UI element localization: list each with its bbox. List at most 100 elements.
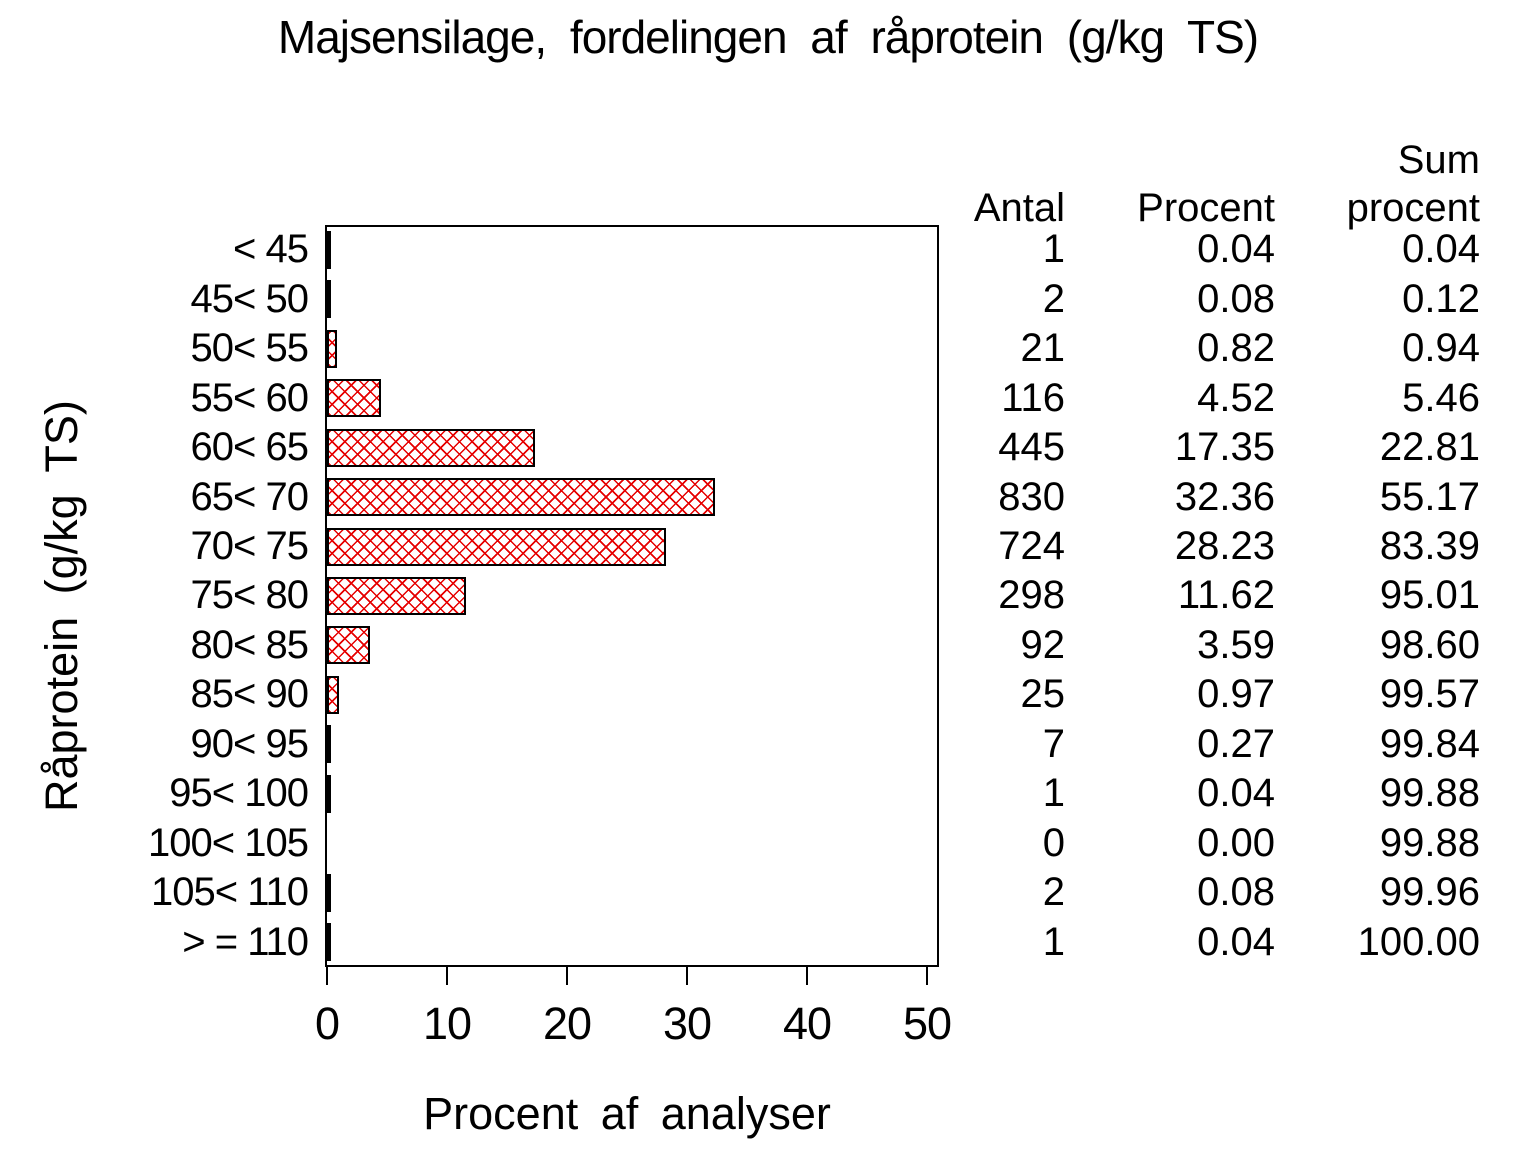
- category-label: 45< 50: [190, 276, 309, 321]
- x-tick-label: 50: [902, 998, 952, 1049]
- table-row: 25 0.97 99.57: [950, 670, 1481, 719]
- procent-value: 28.23: [1174, 524, 1275, 569]
- header-antal: Antal: [973, 186, 1065, 230]
- sum-procent-value: 55.17: [1379, 474, 1480, 519]
- bar: [327, 527, 666, 566]
- antal-value: 298: [998, 573, 1065, 618]
- sum-procent-value: 0.04: [1402, 227, 1480, 272]
- category-label: > = 110: [182, 919, 309, 964]
- procent-value: 4.52: [1197, 375, 1275, 420]
- bar: [327, 428, 536, 467]
- table-row: 445 17.35 22.81: [950, 423, 1480, 472]
- bar: [327, 626, 371, 665]
- sum-procent-value: 100.00: [1357, 919, 1480, 964]
- bar: [327, 774, 331, 813]
- antal-value: 830: [998, 474, 1065, 519]
- table-row: 2 0.08 0.12: [950, 274, 1480, 323]
- table-row: 92 3.59 98.60: [950, 621, 1481, 670]
- table-row: 2 0.08 99.96: [950, 868, 1480, 917]
- sum-procent-value: 95.01: [1379, 573, 1480, 618]
- procent-value: 3.59: [1197, 622, 1275, 667]
- antal-value: 92: [1020, 622, 1066, 667]
- category-label: 100< 105: [148, 820, 309, 865]
- x-tick-mark: [686, 967, 688, 985]
- x-tick-mark: [326, 967, 328, 985]
- sum-procent-value: 98.60: [1379, 622, 1480, 667]
- procent-value: 17.35: [1174, 425, 1275, 470]
- x-tick-label: 0: [314, 998, 340, 1049]
- antal-value: 21: [1020, 326, 1066, 371]
- category-label: 55< 60: [190, 375, 309, 420]
- bar: [327, 280, 331, 319]
- antal-value: 2: [1042, 276, 1065, 321]
- header-sum-top: Sum: [1397, 138, 1480, 182]
- category-label: 105< 110: [151, 870, 309, 915]
- antal-value: 1: [1042, 227, 1065, 272]
- table-row: 21 0.82 0.94: [950, 324, 1481, 373]
- header-sum-bottom: procent: [1346, 186, 1480, 230]
- antal-value: 0: [1042, 820, 1065, 865]
- antal-value: 1: [1042, 919, 1065, 964]
- x-tick-mark: [926, 967, 928, 985]
- procent-value: 0.04: [1197, 919, 1275, 964]
- bar: [327, 725, 331, 764]
- x-tick-label: 40: [782, 998, 832, 1049]
- x-tick-label: 10: [422, 998, 472, 1049]
- bar: [327, 577, 467, 615]
- antal-value: 7: [1042, 721, 1065, 766]
- category-label: 95< 100: [169, 771, 309, 816]
- category-label: 70< 75: [190, 524, 309, 569]
- procent-value: 0.08: [1197, 870, 1275, 915]
- sum-procent-value: 99.88: [1379, 820, 1480, 865]
- procent-value: 0.27: [1197, 721, 1275, 766]
- category-label: 85< 90: [190, 672, 309, 717]
- header-procent: Procent: [1137, 186, 1275, 230]
- procent-value: 0.04: [1197, 227, 1275, 272]
- procent-value: 0.04: [1197, 771, 1275, 816]
- x-tick-mark: [446, 967, 448, 985]
- table-header-sum-line1: Sum: [1275, 137, 1480, 183]
- antal-value: 2: [1042, 870, 1065, 915]
- antal-value: 445: [998, 425, 1065, 470]
- sum-procent-value: 99.84: [1379, 721, 1480, 766]
- bar: [327, 873, 331, 912]
- table-row: 1 0.04 0.04: [950, 225, 1480, 274]
- procent-value: 0.82: [1197, 326, 1275, 371]
- sum-procent-value: 99.57: [1379, 672, 1480, 717]
- x-axis-label: Procent af analyser: [423, 1088, 831, 1139]
- category-label: 60< 65: [190, 425, 309, 470]
- antal-value: 116: [1001, 375, 1065, 420]
- x-tick-label: 20: [542, 998, 592, 1049]
- table-row: 0 0.00 99.88: [950, 819, 1480, 868]
- bar: [327, 478, 716, 517]
- table-header-row: Antal Procent procent: [950, 185, 1480, 231]
- sum-procent-value: 99.96: [1379, 870, 1480, 915]
- bar: [327, 230, 331, 269]
- category-label: < 45: [233, 227, 309, 272]
- bar: [327, 923, 331, 962]
- sum-procent-value: 5.46: [1402, 375, 1480, 420]
- category-label: 65< 70: [190, 474, 309, 519]
- bar: [327, 379, 382, 418]
- category-label: 50< 55: [190, 326, 309, 371]
- table-row: 116 4.52 5.46: [950, 373, 1480, 422]
- table-row: 298 11.62 95.01: [950, 571, 1480, 620]
- procent-value: 0.00: [1197, 820, 1275, 865]
- sum-procent-value: 83.39: [1379, 524, 1480, 569]
- x-tick-label: 30: [662, 998, 712, 1049]
- antal-value: 25: [1020, 672, 1066, 717]
- procent-value: 32.36: [1174, 474, 1275, 519]
- procent-value: 0.97: [1197, 672, 1275, 717]
- antal-value: 724: [998, 524, 1065, 569]
- category-label: 75< 80: [190, 573, 309, 618]
- table-row: 1 0.04 99.88: [950, 769, 1480, 818]
- table-row: 830 32.36 55.17: [950, 472, 1480, 521]
- table-row: 7 0.27 99.84: [950, 720, 1480, 769]
- category-label: 80< 85: [190, 622, 309, 667]
- procent-value: 0.08: [1197, 276, 1275, 321]
- category-label: 90< 95: [190, 721, 309, 766]
- bar: [327, 329, 337, 368]
- sum-procent-value: 0.94: [1402, 326, 1480, 371]
- sum-procent-value: 0.12: [1402, 276, 1480, 321]
